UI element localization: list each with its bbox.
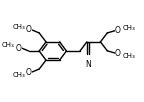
- Text: O: O: [26, 68, 32, 76]
- Text: CH₃: CH₃: [2, 42, 15, 48]
- Text: O: O: [26, 26, 32, 34]
- Text: O: O: [115, 26, 121, 35]
- Text: CH₃: CH₃: [13, 72, 25, 78]
- Text: N: N: [85, 60, 91, 69]
- Text: CH₃: CH₃: [122, 25, 135, 31]
- Text: O: O: [115, 49, 121, 58]
- Text: CH₃: CH₃: [122, 53, 135, 59]
- Text: O: O: [16, 44, 21, 53]
- Text: CH₃: CH₃: [13, 24, 25, 30]
